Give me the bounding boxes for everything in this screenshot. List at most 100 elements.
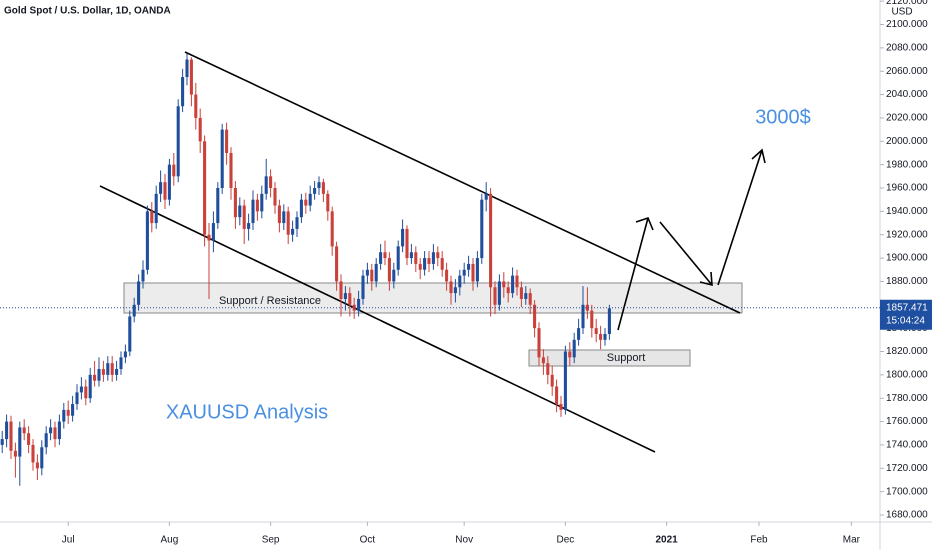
candle-body (392, 269, 396, 282)
candle-body (590, 310, 594, 329)
candle-body (480, 199, 484, 259)
candle-body (326, 193, 330, 212)
candle-body (44, 433, 48, 448)
candle-body (260, 193, 264, 212)
candle-body (546, 363, 550, 375)
candle-body (471, 263, 475, 282)
candle-body (286, 211, 290, 235)
arrow-head (751, 148, 766, 164)
candle-body (563, 351, 567, 410)
y-tick-label: 1740.000 (886, 440, 928, 451)
candle-body (484, 193, 488, 200)
candle-body (57, 421, 61, 440)
y-tick-label: 2080.000 (886, 43, 928, 54)
candle-body (585, 304, 589, 311)
candle-body (431, 252, 435, 264)
y-tick-label: 2060.000 (886, 66, 928, 77)
candle-body (467, 263, 471, 270)
candle-body (339, 281, 343, 299)
candle-body (66, 409, 70, 416)
y-tick-label: 1960.000 (886, 183, 928, 194)
candle-body (84, 386, 88, 399)
candle-body (409, 252, 413, 259)
candle-body (387, 258, 391, 282)
y-tick-label: 1900.000 (886, 253, 928, 264)
arrow (717, 149, 763, 286)
candle-body (282, 211, 286, 224)
candle-body (18, 427, 22, 457)
candle-body (229, 152, 233, 189)
candle-body (141, 269, 145, 282)
candle-body (264, 176, 268, 194)
y-tick-label: 2100.000 (886, 19, 928, 30)
chart-title: Gold Spot / U.S. Dollar, 1D, OANDA (4, 6, 171, 17)
y-tick-label: 1880.000 (886, 276, 928, 287)
x-tick-label: Jul (62, 535, 75, 546)
candle-body (269, 176, 273, 189)
candle-body (110, 363, 114, 375)
candle-body (445, 269, 449, 282)
sr-label: Support / Resistance (219, 295, 321, 307)
candle-body (317, 182, 321, 189)
candle-body (181, 77, 185, 107)
candle-body (88, 374, 92, 399)
support-label: Support (607, 352, 646, 364)
y-tick-label: 1800.000 (886, 369, 928, 380)
candle-body (291, 228, 295, 235)
candle-body (533, 304, 537, 329)
candles (0, 53, 611, 486)
candle-body (273, 188, 277, 206)
sr-zone (123, 282, 743, 314)
candle-body (594, 328, 598, 334)
y-tick-label: 2120.000 (886, 0, 928, 7)
candle-body (423, 258, 427, 270)
candle-body (101, 369, 105, 375)
x-tick-label: Oct (360, 535, 376, 546)
candle-body (458, 275, 462, 288)
y-tick-label: 1820.000 (886, 346, 928, 357)
candle-body (247, 223, 251, 229)
candle-body (115, 369, 119, 375)
candle-body (159, 182, 163, 194)
candle-body (572, 339, 576, 358)
candle-body (233, 188, 237, 218)
y-tick-label: 1920.000 (886, 229, 928, 240)
candle-body (308, 193, 312, 206)
candle-body (5, 421, 9, 440)
candle-body (528, 293, 532, 305)
candle-body (357, 298, 361, 311)
upper-trendline (184, 51, 741, 314)
candle-body (31, 444, 35, 463)
candle-body (304, 199, 308, 206)
candle-body (401, 228, 405, 247)
y-tick-label: 1780.000 (886, 393, 928, 404)
analysis-label: XAUUSD Analysis (166, 401, 328, 423)
arrow (617, 217, 649, 331)
candle-body (511, 275, 515, 294)
candle-body (49, 427, 53, 434)
x-tick-label: Nov (455, 535, 473, 546)
countdown-label: 15:04:24 (886, 315, 925, 326)
last-price-box (880, 299, 932, 330)
candle-body (242, 205, 246, 229)
candle-body (106, 363, 110, 375)
y-tick-label: 1720.000 (886, 463, 928, 474)
y-tick-label: 2040.000 (886, 89, 928, 100)
candle-body (185, 59, 189, 78)
candle-body (599, 333, 603, 340)
candle-body (427, 258, 431, 264)
candle-body (519, 287, 523, 299)
candle-body (35, 462, 39, 469)
candle-body (27, 433, 31, 445)
axis-unit: USD (891, 7, 912, 18)
candle-body (255, 199, 259, 212)
candle-body (348, 293, 352, 305)
x-tick-label: Mar (843, 535, 861, 546)
candle-body (524, 293, 528, 299)
candle-body (581, 304, 585, 329)
candle-body (75, 392, 79, 405)
candle-body (568, 351, 572, 358)
candle-body (150, 211, 154, 224)
